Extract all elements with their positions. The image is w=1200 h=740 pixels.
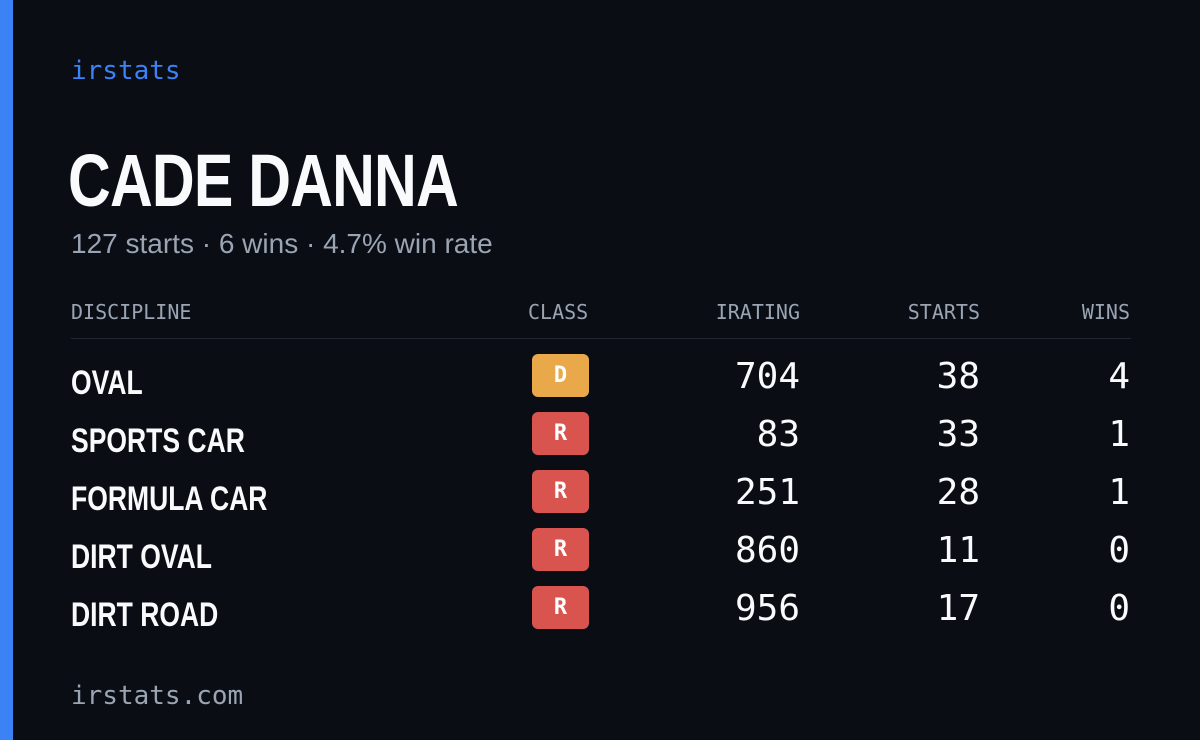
footer-url: irstats.com [71,681,244,711]
starts-value: 38 [936,356,980,397]
starts-value: 17 [936,588,980,629]
class-badge: R [532,586,589,629]
wins-value: 0 [1108,588,1130,629]
discipline-name: OVAL [71,364,143,402]
table-header: DISCIPLINE CLASS IRATING STARTS WINS [71,300,1131,339]
discipline-name: SPORTS CAR [71,422,245,460]
header-class: CLASS [528,300,589,324]
header-starts: STARTS [907,300,980,324]
discipline-name: FORMULA CAR [71,480,268,518]
wins-value: 1 [1108,472,1130,513]
starts-value: 11 [936,530,980,571]
irating-value: 860 [734,530,800,571]
driver-summary: 127 starts · 6 wins · 4.7% win rate [71,228,493,259]
wins-value: 1 [1108,414,1130,455]
table-row: SPORTS CAR R 83 33 1 [71,410,1131,468]
table-row: DIRT OVAL R 860 11 0 [71,526,1131,584]
header-discipline: DISCIPLINE [71,300,192,324]
class-badge: D [532,354,589,397]
irating-value: 704 [734,356,800,397]
table-row: DIRT ROAD R 956 17 0 [71,584,1131,642]
accent-bar [0,0,13,740]
discipline-name: DIRT ROAD [71,596,219,634]
header-irating: IRATING [715,300,800,324]
starts-value: 28 [936,472,980,513]
discipline-name: DIRT OVAL [71,538,212,576]
wins-value: 4 [1108,356,1130,397]
table-row: FORMULA CAR R 251 28 1 [71,468,1131,526]
class-badge: R [532,528,589,571]
brand-name: irstats [71,56,181,86]
class-badge: R [532,412,589,455]
table-row: OVAL D 704 38 4 [71,352,1131,410]
table-body: OVAL D 704 38 4 SPORTS CAR R 83 33 1 FOR… [71,352,1131,642]
class-badge: R [532,470,589,513]
irating-value: 251 [734,472,800,513]
header-wins: WINS [1081,300,1130,324]
wins-value: 0 [1108,530,1130,571]
irating-value: 83 [756,414,800,455]
driver-name: CADE DANNA [68,139,459,222]
starts-value: 33 [936,414,980,455]
irating-value: 956 [734,588,800,629]
